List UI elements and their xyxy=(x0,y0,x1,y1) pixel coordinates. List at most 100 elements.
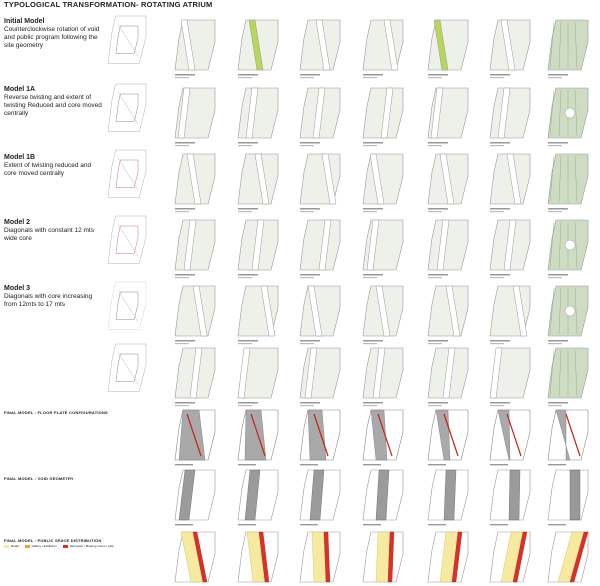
section-public-space: FINAL MODEL : PUBLIC SPACE DISTRIBUTION xyxy=(4,538,102,543)
sketch-line xyxy=(117,157,139,191)
section-floor-plate: FINAL MODEL : FLOOR PLATE CONFIGURATIONS xyxy=(4,410,108,415)
caption-line xyxy=(175,145,189,147)
caption-line xyxy=(175,74,195,76)
overlay-line xyxy=(574,221,578,269)
void-band xyxy=(186,153,202,205)
slab-region xyxy=(555,409,571,461)
caption-line xyxy=(238,405,252,407)
floor-plate xyxy=(237,87,279,139)
void-band xyxy=(307,285,323,337)
void-volume xyxy=(508,469,521,521)
sketch-core xyxy=(115,353,139,382)
floor-plate xyxy=(174,219,216,271)
model-label-1b: Model 1B Extent of twisting reduced and … xyxy=(4,154,104,178)
void-band xyxy=(503,219,517,271)
caption-line xyxy=(238,343,252,345)
red-edge xyxy=(186,413,202,457)
sketch-core xyxy=(115,93,139,122)
caption-line xyxy=(428,524,446,526)
sketch-core xyxy=(115,159,139,188)
model-label-1a: Model 1A Reverse twisting and extent of … xyxy=(4,86,104,118)
caption-line xyxy=(363,274,383,276)
void-plate xyxy=(547,469,589,521)
model-label-initial: Initial Model Counterclockwise rotation … xyxy=(4,18,104,50)
caption-line xyxy=(490,277,504,279)
void-band xyxy=(318,219,332,271)
caption-line xyxy=(363,402,383,404)
caption-line xyxy=(300,142,320,144)
void-band xyxy=(177,87,191,139)
void-band xyxy=(372,347,386,399)
legend: Retail Gallery / Exhibition Reception / … xyxy=(4,544,114,548)
caption-line xyxy=(548,142,568,144)
model-description: Diagonals with constant 12 mts wide core xyxy=(4,227,94,242)
sketch-core xyxy=(115,291,139,320)
caption-line xyxy=(238,142,258,144)
void-band xyxy=(497,87,511,139)
caption-line xyxy=(175,343,189,345)
caption-line xyxy=(363,277,377,279)
model-name: Model 1A xyxy=(4,86,36,93)
void-band xyxy=(375,285,391,337)
caption-line xyxy=(490,402,510,404)
caption-line xyxy=(300,343,314,345)
sketch-plan xyxy=(107,343,147,392)
slab-region xyxy=(244,409,267,461)
red-edge xyxy=(443,413,459,457)
model-name: Model 1B xyxy=(4,154,36,161)
model-label-2: Model 2 Diagonals with constant 12 mts w… xyxy=(4,219,104,243)
caption-line xyxy=(428,208,448,210)
caption-line xyxy=(490,343,504,345)
caption-line xyxy=(428,464,446,466)
floor-plate xyxy=(362,87,404,139)
caption-line xyxy=(548,343,562,345)
caption-line xyxy=(238,524,256,526)
void-band xyxy=(433,19,449,71)
caption-line xyxy=(428,211,442,213)
caption-line xyxy=(490,145,504,147)
void-band xyxy=(321,153,337,205)
void-band xyxy=(445,285,461,337)
caption-line xyxy=(548,274,568,276)
overlay-line xyxy=(558,89,562,137)
void-band xyxy=(251,219,265,271)
caption-line xyxy=(428,340,448,342)
caption-line xyxy=(238,340,258,342)
floor-plate xyxy=(427,19,469,71)
void-band xyxy=(248,19,264,71)
caption-line xyxy=(548,405,562,407)
void-band xyxy=(245,87,259,139)
legend-item-retail: Retail xyxy=(4,544,19,548)
caption-line xyxy=(300,524,318,526)
void-band xyxy=(192,285,208,337)
overlay-line xyxy=(549,155,555,203)
overlay-line xyxy=(574,21,578,69)
caption-line xyxy=(363,343,377,345)
caption-line xyxy=(428,402,448,404)
core-circle xyxy=(564,107,576,119)
void-band xyxy=(304,347,318,399)
red-edge xyxy=(313,413,329,457)
void-band xyxy=(506,153,522,205)
floor-plate xyxy=(489,87,531,139)
caption-line xyxy=(238,77,252,79)
caption-line xyxy=(300,145,314,147)
sketch-line xyxy=(117,91,139,125)
caption-line xyxy=(300,211,314,213)
void-band xyxy=(436,219,450,271)
void-volume xyxy=(178,469,196,521)
void-band xyxy=(383,19,399,71)
caption-line xyxy=(548,402,568,404)
caption-line xyxy=(548,277,562,279)
sheet-title: TYPOLOGICAL TRANSFORMATION- ROTATING ATR… xyxy=(4,0,213,9)
caption-line xyxy=(363,524,381,526)
caption-line xyxy=(300,405,314,407)
caption-line xyxy=(428,145,442,147)
caption-line xyxy=(548,524,566,526)
caption-line xyxy=(238,464,256,466)
slab-region xyxy=(497,409,511,461)
sketch-plan xyxy=(107,149,147,198)
caption-line xyxy=(490,211,504,213)
